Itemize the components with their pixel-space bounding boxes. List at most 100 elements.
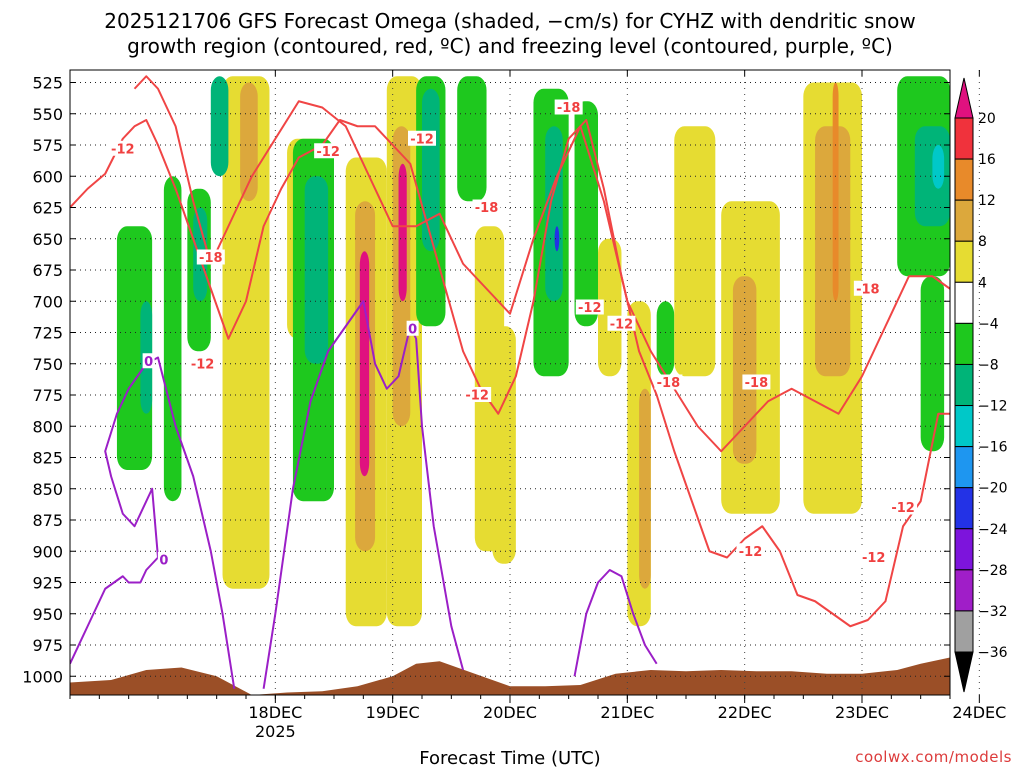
contour-label-bg — [406, 320, 419, 336]
contour-label--18: -18 — [475, 201, 499, 216]
contour--18-1 — [133, 75, 950, 453]
omega-shade-28 — [639, 388, 651, 589]
colorbar-label-−36: −36 — [978, 645, 1008, 661]
omega-shade-7 — [210, 76, 229, 177]
colorbar-bin-12 to 16 — [954, 158, 974, 201]
contour-label--18: -18 — [856, 282, 880, 297]
x-tick-label-23DEC: 23DEC — [835, 703, 889, 722]
y-tick-label-575: 575 — [32, 136, 63, 155]
contour-label-bg — [157, 552, 170, 567]
omega-shade-23 — [545, 126, 563, 302]
omega-shade-6 — [240, 82, 258, 202]
contour-label-bg — [142, 353, 155, 369]
y-tick-label-650: 650 — [32, 230, 63, 249]
colorbar-label-−32: −32 — [978, 604, 1008, 620]
contour-label-0: 0 — [408, 322, 417, 337]
contour-label--12: -12 — [862, 551, 886, 566]
omega-shade-39 — [920, 276, 945, 452]
contour-label-bg — [554, 99, 583, 115]
y-tick-label-775: 775 — [32, 386, 63, 405]
contour-label-0: 0 — [144, 355, 153, 370]
omega-shade-25 — [574, 101, 598, 327]
y-tick-label-825: 825 — [32, 449, 63, 468]
contour-label--12: -12 — [891, 501, 915, 516]
y-tick-label-1000: 1000 — [22, 667, 63, 686]
chart-title-line-2: growth region (contoured, red, ºC) and f… — [127, 34, 893, 58]
y-tick-label-600: 600 — [32, 167, 63, 186]
x-axis-title: Forecast Time (UTC) — [419, 748, 600, 768]
omega-shade-19 — [457, 76, 487, 202]
y-tick-label-525: 525 — [32, 74, 63, 93]
y-tick-label-850: 850 — [32, 480, 63, 499]
colorbar-label-−16: −16 — [978, 440, 1008, 456]
contour-label-bg — [859, 549, 888, 565]
contour-label-bg — [889, 499, 918, 515]
y-tick-label-800: 800 — [32, 417, 63, 436]
colorbar-over-triangle — [954, 77, 974, 119]
contour-label--18: -18 — [745, 376, 769, 391]
contour-label-bg — [472, 199, 501, 215]
x-tick-label-19DEC: 19DEC — [366, 703, 420, 722]
colorbar-label-−4: −4 — [978, 316, 999, 332]
contour-label--12: -12 — [578, 301, 602, 316]
contour-label--12: -12 — [191, 357, 215, 372]
x-tick-label-18DEC: 18DEC — [248, 703, 302, 722]
contour-label-bg — [654, 374, 683, 390]
colorbar-label-−12: −12 — [978, 399, 1008, 415]
omega-shading-layer — [116, 76, 950, 627]
omega-shade-34 — [815, 126, 851, 377]
terrain-layer — [70, 657, 950, 695]
colorbar-bin--16 to -12 — [954, 405, 974, 448]
contour-label--12: -12 — [410, 132, 434, 147]
colorbar-bin-8 to 12 — [954, 199, 974, 242]
contour-label-bg — [575, 299, 604, 315]
omega-shade-35 — [832, 82, 839, 302]
terrain-fill — [70, 657, 950, 695]
y-tick-label-625: 625 — [32, 199, 63, 218]
omega-shade-18 — [422, 88, 440, 252]
contour-label-bg — [736, 543, 765, 559]
colorbar-under-triangle — [954, 651, 974, 693]
omega-shade-29 — [656, 301, 675, 377]
credit-text: coolwx.com/models — [855, 748, 1012, 766]
chart-title: 2025121706 GFS Forecast Omega (shaded, −… — [104, 9, 915, 58]
contour-0-4 — [573, 569, 658, 677]
colorbar-label-16: 16 — [978, 152, 996, 168]
omega-shade-26 — [598, 238, 622, 377]
contour-label--12: -12 — [610, 317, 634, 332]
omega-shade-24 — [554, 226, 560, 252]
x-tick-label-21DEC: 21DEC — [600, 703, 654, 722]
y-tick-label-900: 900 — [32, 542, 63, 561]
x-tick-label-22DEC: 22DEC — [718, 703, 772, 722]
y-tick-label-700: 700 — [32, 292, 63, 311]
colorbar-label-−20: −20 — [978, 481, 1008, 497]
colorbar-label-−28: −28 — [978, 563, 1008, 579]
chart-title-line-1: 2025121706 GFS Forecast Omega (shaded, −… — [104, 9, 915, 33]
colorbar-bin--4 to 4 — [954, 281, 974, 324]
contour-label-bg — [742, 374, 771, 390]
contour-label--18: -18 — [557, 101, 581, 116]
omega-shade-16 — [398, 163, 407, 302]
contour-label--12: -12 — [111, 142, 135, 157]
contour-label-bg — [408, 130, 436, 146]
x-tick-label-20DEC: 20DEC — [483, 703, 537, 722]
contour-label-bg — [314, 143, 343, 159]
contour-label-bg — [188, 355, 217, 371]
contour-label-0: 0 — [159, 554, 168, 569]
colorbar-bin--20 to -16 — [954, 446, 974, 489]
y-tick-label-975: 975 — [32, 636, 63, 655]
colorbar-label-12: 12 — [978, 193, 996, 209]
colorbar-bin-4 to 8 — [954, 240, 974, 283]
contour-label-bg — [108, 140, 137, 156]
contour-label--18: -18 — [199, 251, 223, 266]
y-tick-label-950: 950 — [32, 605, 63, 624]
contour-label-layer: -12 -12 -12 -12 -12 -12 -12 -12 -12 -12 -18 -18 -18 -… — [108, 99, 918, 569]
colorbar-bin--28 to -24 — [954, 528, 974, 571]
x-tick-sublabel-2025: 2025 — [255, 722, 296, 741]
colorbar-bin--36 to -32 — [954, 610, 974, 653]
omega-shade-38 — [932, 145, 945, 189]
colorbar-label-20: 20 — [978, 111, 996, 127]
x-tick-label-24DEC: 24DEC — [952, 703, 1006, 722]
